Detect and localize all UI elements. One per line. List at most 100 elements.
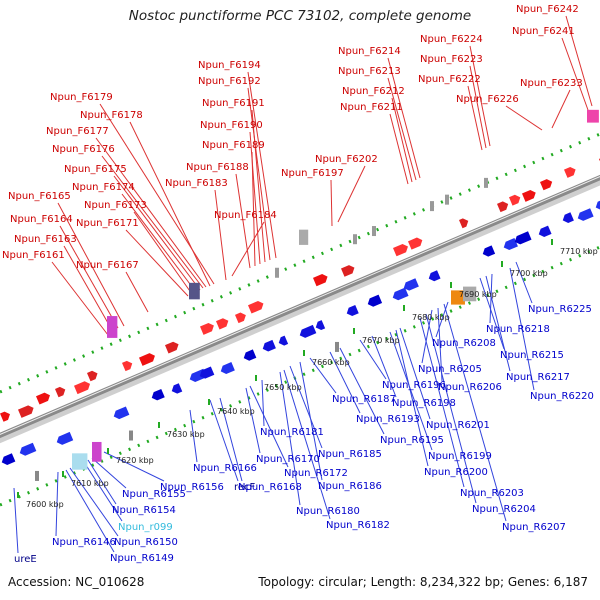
leader-line	[489, 273, 493, 324]
leader-line	[469, 65, 487, 149]
tick-label: 7650 kbp	[264, 383, 302, 392]
gene-label-npun-f6223: Npun_F6223	[420, 54, 483, 65]
leader-line	[247, 87, 271, 261]
gene-label-npun-r6185: Npun_R6185	[318, 449, 382, 460]
leader-line	[337, 165, 366, 223]
gene-label-uree: ureE	[14, 554, 37, 565]
feature-block	[299, 229, 309, 245]
forward-gene	[540, 179, 553, 191]
gene-label-npun-f6194: Npun_F6194	[198, 60, 261, 71]
gene-label-npun-f6174: Npun_F6174	[72, 182, 135, 193]
reverse-gene	[403, 278, 419, 291]
gene-label-npun-r6204: Npun_R6204	[472, 504, 536, 515]
gene-label-npun-r6155: Npun_R6155	[122, 489, 186, 500]
backbone-layer	[0, 174, 600, 444]
forward-gene	[564, 166, 576, 178]
tick-label: 7670 kbp	[362, 336, 400, 345]
leader-line	[469, 45, 491, 147]
forward-gene	[393, 243, 408, 257]
forward-gene	[55, 386, 66, 398]
leader-line	[561, 37, 589, 111]
tick-label: 7610 kbp	[71, 479, 109, 488]
gene-label-npun-f6184: Npun_F6184	[214, 210, 277, 221]
forward-gene	[200, 322, 214, 335]
gene-label-npun-f6165: Npun_F6165	[8, 191, 71, 202]
leader-line	[467, 85, 483, 151]
leader-line	[121, 193, 197, 293]
gene-label-recf: recF	[234, 482, 256, 493]
forward-gene	[216, 318, 229, 330]
gene-label-npun-r6208: Npun_R6208	[432, 338, 496, 349]
forward-gene	[18, 405, 34, 418]
feature-marker	[430, 201, 434, 212]
leader-line	[125, 229, 189, 297]
leader-line	[283, 369, 331, 520]
gene-label-npun-r6187: Npun_R6187	[332, 394, 396, 405]
feature-block	[451, 290, 465, 305]
leader-line	[329, 351, 361, 414]
reverse-gene	[262, 339, 276, 352]
gene-label-npun-r6205: Npun_R6205	[418, 364, 482, 375]
gene-label-npun-f6164: Npun_F6164	[10, 214, 73, 225]
reverse-gene	[514, 231, 532, 245]
leader-line	[391, 97, 413, 183]
leader-line	[235, 173, 251, 269]
reverse-gene	[171, 383, 183, 394]
tick-label: 7620 kbp	[116, 456, 154, 465]
gene-label-npun-f6214: Npun_F6214	[338, 46, 401, 57]
reverse-gene	[482, 245, 496, 257]
forward-gene	[165, 341, 179, 354]
reverse-gene	[346, 304, 359, 317]
gene-label-npun-r6220: Npun_R6220	[530, 391, 594, 402]
gene-label-npun-f6190: Npun_F6190	[200, 120, 263, 131]
gene-label-npun-r6149: Npun_R6149	[110, 553, 174, 564]
gene-label-npun-r6206: Npun_R6206	[438, 382, 502, 393]
leader-line	[505, 105, 543, 131]
reverse-gene	[243, 349, 257, 361]
leader-line	[13, 487, 19, 554]
leader-line	[387, 57, 421, 179]
gene-label-npun-f6175: Npun_F6175	[64, 164, 127, 175]
leader-line	[55, 471, 59, 537]
forward-gene	[87, 370, 98, 382]
gene-label-npun-f6171: Npun_F6171	[76, 218, 139, 229]
gene-label-npun-f6224: Npun_F6224	[420, 34, 483, 45]
leader-line	[245, 387, 261, 454]
gene-label-npun-r6201: Npun_R6201	[426, 420, 490, 431]
gene-label-npun-f6178: Npun_F6178	[80, 110, 143, 121]
gene-label-npun-f6192: Npun_F6192	[198, 76, 261, 87]
gene-label-npun-f6197: Npun_F6197	[281, 168, 344, 179]
forward-gene	[341, 265, 355, 277]
gene-label-npun-r6225: Npun_R6225	[528, 304, 592, 315]
gene-label-npun-r6146: Npun_R6146	[52, 537, 116, 548]
reverse-gene	[392, 287, 409, 301]
feature-marker	[445, 194, 449, 205]
reverse-gene	[278, 335, 289, 346]
leader-line	[51, 261, 109, 336]
gene-label-npun-r6166: Npun_R6166	[193, 463, 257, 474]
gene-label-npun-r6150: Npun_R6150	[114, 537, 178, 548]
leader-line	[65, 469, 115, 553]
leader-line	[91, 457, 127, 489]
leader-line	[299, 361, 323, 481]
forward-gene	[408, 237, 423, 250]
leader-line	[214, 189, 227, 281]
reverse-gene	[220, 362, 235, 374]
leader-line	[129, 121, 211, 287]
leader-line	[425, 313, 477, 504]
forward-gene	[313, 274, 328, 287]
leader-line	[59, 225, 119, 329]
leader-line	[435, 301, 449, 338]
gene-label-npun-f6191: Npun_F6191	[202, 98, 265, 109]
leader-line	[551, 89, 571, 129]
tick-label: 7630 kbp	[167, 430, 205, 439]
leader-line	[247, 71, 277, 259]
label-leader-lines	[13, 15, 593, 554]
leader-line	[389, 113, 409, 185]
reverse-gene	[562, 212, 574, 223]
reverse-gene	[19, 442, 37, 456]
feature-block	[463, 286, 477, 302]
gene-label-npun-f6188: Npun_F6188	[186, 162, 249, 173]
forward-gene	[248, 300, 264, 314]
leader-line	[133, 211, 193, 295]
